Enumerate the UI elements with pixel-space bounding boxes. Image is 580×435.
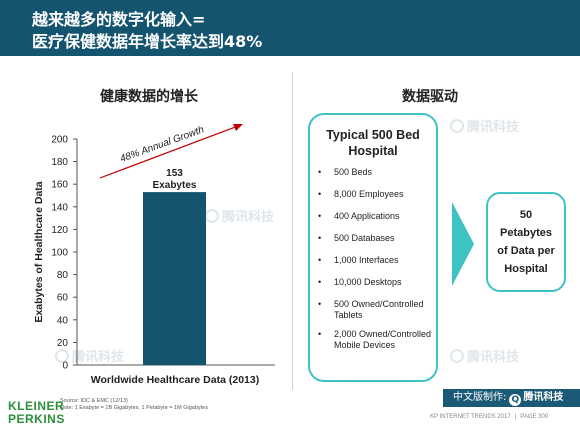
result-line: Hospital — [504, 263, 548, 275]
header-title-line2: 医疗保健数据年增长率达到48% — [32, 32, 263, 51]
hospital-stat-item: 400 Applications — [318, 211, 432, 222]
page-footer: KP INTERNET TRENDS 2017 | PAGE 300 — [430, 414, 549, 420]
bar-data-label-unit: Exabytes — [153, 180, 197, 191]
hospital-stat-item: 1,000 Interfaces — [318, 255, 432, 266]
y-tick-label: 140 — [51, 202, 68, 213]
tencent-watermark-icon — [450, 119, 464, 133]
hospital-card-title: Typical 500 Bed Hospital — [326, 128, 420, 158]
left-section-title: 健康数据的增长 — [100, 89, 198, 105]
tencent-tech-icon: Q — [509, 394, 522, 406]
healthcare-data-bar-chart: 0 20 40 60 80 100 120 140 160 180 200 Exabytes of H… — [33, 124, 275, 386]
bar-data-label: 153 — [166, 168, 183, 179]
y-tick-label: 80 — [57, 270, 69, 281]
source-note: Source: IDC & EMC (12/13) Note: 1 Exabyt… — [60, 398, 208, 412]
watermark: 腾讯科技 — [55, 346, 124, 365]
watermark: 腾讯科技 — [450, 116, 519, 135]
footer-report-name: KP INTERNET TRENDS 2017 — [430, 414, 511, 420]
growth-arrow-line — [99, 125, 239, 179]
y-axis-title: Exabytes of Healthcare Data — [33, 181, 45, 322]
translation-credit-badge: 中文版制作: Q 腾讯科技 — [443, 389, 580, 407]
y-tick-label: 100 — [51, 248, 68, 259]
y-tick-label: 160 — [51, 180, 68, 191]
result-line: Petabytes — [500, 227, 552, 239]
growth-annotation: 48% Annual Growth — [119, 124, 206, 165]
y-tick-label: 20 — [57, 338, 69, 349]
result-line: of Data per — [497, 245, 555, 257]
hospital-stat-item: 500 Databases — [318, 233, 432, 244]
tencent-watermark-icon — [55, 349, 69, 363]
hospital-stat-item: 8,000 Employees — [318, 189, 432, 200]
kleiner-perkins-logo: KLEINER PERKINS — [8, 399, 65, 426]
y-tick-label: 120 — [51, 225, 68, 236]
badge-prefix: 中文版制作: — [453, 392, 507, 403]
y-tick-label: 180 — [51, 157, 68, 168]
growth-arrow-head-icon — [233, 124, 243, 131]
y-tick-label: 0 — [62, 361, 68, 372]
y-tick-label: 40 — [57, 315, 69, 326]
watermark: 腾讯科技 — [450, 346, 519, 365]
hospital-stats-list: 500 Beds 8,000 Employees 400 Application… — [318, 167, 432, 351]
tencent-watermark-icon — [450, 349, 464, 363]
bar — [143, 192, 206, 365]
source-line: Source: IDC & EMC (12/13) — [60, 398, 128, 404]
badge-brand: 腾讯科技 — [523, 392, 564, 403]
page-number: PAGE 300 — [520, 414, 549, 420]
source-note-line: Note: 1 Exabyte = 1B Gigabytes, 1 Petaby… — [60, 405, 208, 411]
header-bar: 越来越多的数字化输入= 医疗保健数据年增长率达到48% — [0, 0, 580, 56]
hospital-stat-item: 500 Owned/Controlled Tablets — [318, 299, 432, 321]
y-tick-label: 200 — [51, 135, 68, 146]
result-value: 50 — [519, 209, 533, 221]
hospital-card: Typical 500 Bed Hospital 500 Beds 8,000 … — [308, 113, 438, 382]
x-category-label: Worldwide Healthcare Data (2013) — [91, 374, 259, 386]
right-arrow-icon — [452, 202, 474, 286]
hospital-stat-item: 2,000 Owned/Controlled Mobile Devices — [318, 329, 432, 351]
y-tick-label: 60 — [57, 293, 69, 304]
vertical-divider — [292, 72, 293, 390]
right-section-title: 数据驱动 — [402, 89, 458, 105]
hospital-stat-item: 10,000 Desktops — [318, 277, 432, 288]
hospital-stat-item: 500 Beds — [318, 167, 432, 178]
result-box: 50 Petabytes of Data per Hospital — [486, 192, 566, 292]
header-title-line1: 越来越多的数字化输入= — [32, 10, 206, 29]
